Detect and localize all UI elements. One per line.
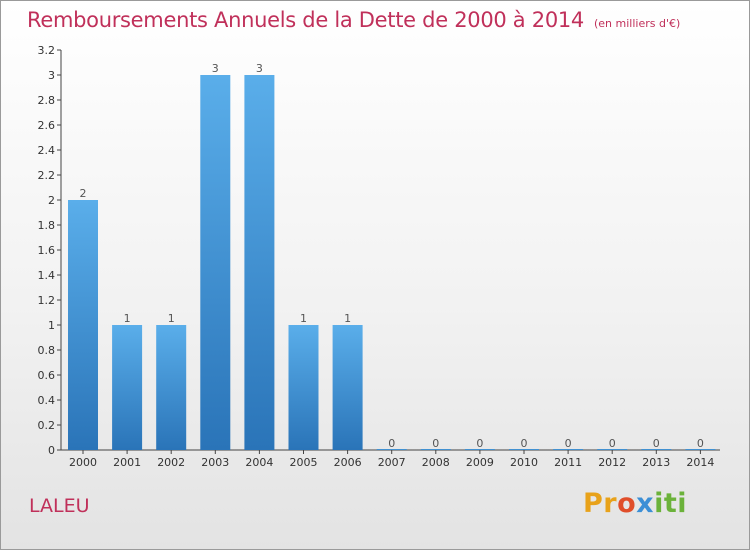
x-tick-label: 2005	[290, 456, 318, 469]
x-tick-label: 2006	[334, 456, 362, 469]
x-tick-label: 2001	[113, 456, 141, 469]
logo-part: x	[636, 488, 655, 519]
x-tick-label: 2009	[466, 456, 494, 469]
bar	[420, 449, 451, 450]
chart-labels: 2 1 1 3 3 1 1 0 0 0 0 0 0 0 0	[80, 62, 704, 450]
y-tick-label: 0.4	[38, 394, 56, 407]
bar	[641, 449, 672, 450]
bar-value-label: 0	[609, 437, 616, 450]
bar-value-label: 0	[521, 437, 528, 450]
bar	[553, 449, 584, 450]
y-tick-label: 2.2	[38, 169, 56, 182]
logo-part: iti	[654, 488, 688, 519]
y-tick-label: 0.6	[38, 369, 56, 382]
y-tick-label: 1.4	[38, 269, 56, 282]
bar	[68, 200, 98, 450]
bar	[597, 449, 628, 450]
bar-value-label: 0	[388, 437, 395, 450]
x-tick-label: 2013	[642, 456, 670, 469]
bar-value-label: 1	[344, 312, 351, 325]
logo-part: o	[617, 488, 637, 519]
y-tick-label: 2.8	[38, 94, 56, 107]
commune-name: LALEU	[29, 495, 90, 517]
y-tick-label: 2.4	[38, 144, 56, 157]
x-tick-label: 2007	[378, 456, 406, 469]
bar-value-label: 3	[256, 62, 263, 75]
x-tick-label: 2008	[422, 456, 450, 469]
x-tick-label: 2002	[157, 456, 185, 469]
title-row: Remboursements Annuels de la Dette de 20…	[27, 8, 680, 32]
y-tick-label: 3.2	[38, 44, 56, 57]
logo-part: Pr	[583, 488, 618, 519]
y-tick-label: 1	[48, 319, 55, 332]
bar	[200, 75, 231, 450]
bar-value-label: 1	[124, 312, 131, 325]
chart-title: Remboursements Annuels de la Dette de 20…	[27, 8, 584, 32]
y-tick-label: 0.8	[38, 344, 56, 357]
bar	[464, 449, 495, 450]
x-tick-label: 2011	[554, 456, 582, 469]
bar-value-label: 2	[80, 187, 87, 200]
chart-bars	[68, 75, 716, 450]
bar	[332, 325, 363, 450]
bar	[509, 449, 539, 450]
x-tick-label: 2000	[69, 456, 97, 469]
y-tick-label: 0	[48, 444, 55, 457]
bar-value-label: 0	[565, 437, 572, 450]
y-tick-label: 1.6	[38, 244, 56, 257]
y-tick-label: 2.6	[38, 119, 56, 132]
x-tick-label: 2003	[201, 456, 229, 469]
bar-value-label: 3	[212, 62, 219, 75]
bar-value-label: 0	[697, 437, 704, 450]
bar	[244, 75, 275, 450]
x-tick-label: 2010	[510, 456, 538, 469]
bar	[156, 325, 187, 450]
bar-value-label: 1	[300, 312, 307, 325]
y-tick-label: 1.8	[38, 219, 56, 232]
x-tick-label: 2012	[598, 456, 626, 469]
bar	[288, 325, 319, 450]
bar-value-label: 0	[432, 437, 439, 450]
y-tick-label: 3	[48, 69, 55, 82]
proxiti-logo: Proxiti	[583, 488, 687, 519]
y-tick-label: 1.2	[38, 294, 56, 307]
bar	[376, 449, 407, 450]
bar-value-label: 1	[168, 312, 175, 325]
bar-value-label: 0	[653, 437, 660, 450]
bar	[685, 449, 716, 450]
x-tick-label: 2004	[245, 456, 273, 469]
x-tick-label: 2014	[686, 456, 714, 469]
y-tick-label: 0.2	[38, 419, 56, 432]
bar	[112, 325, 143, 450]
chart-subtitle: (en milliers d'€)	[594, 17, 681, 30]
bar-value-label: 0	[476, 437, 483, 450]
y-tick-label: 2	[48, 194, 55, 207]
